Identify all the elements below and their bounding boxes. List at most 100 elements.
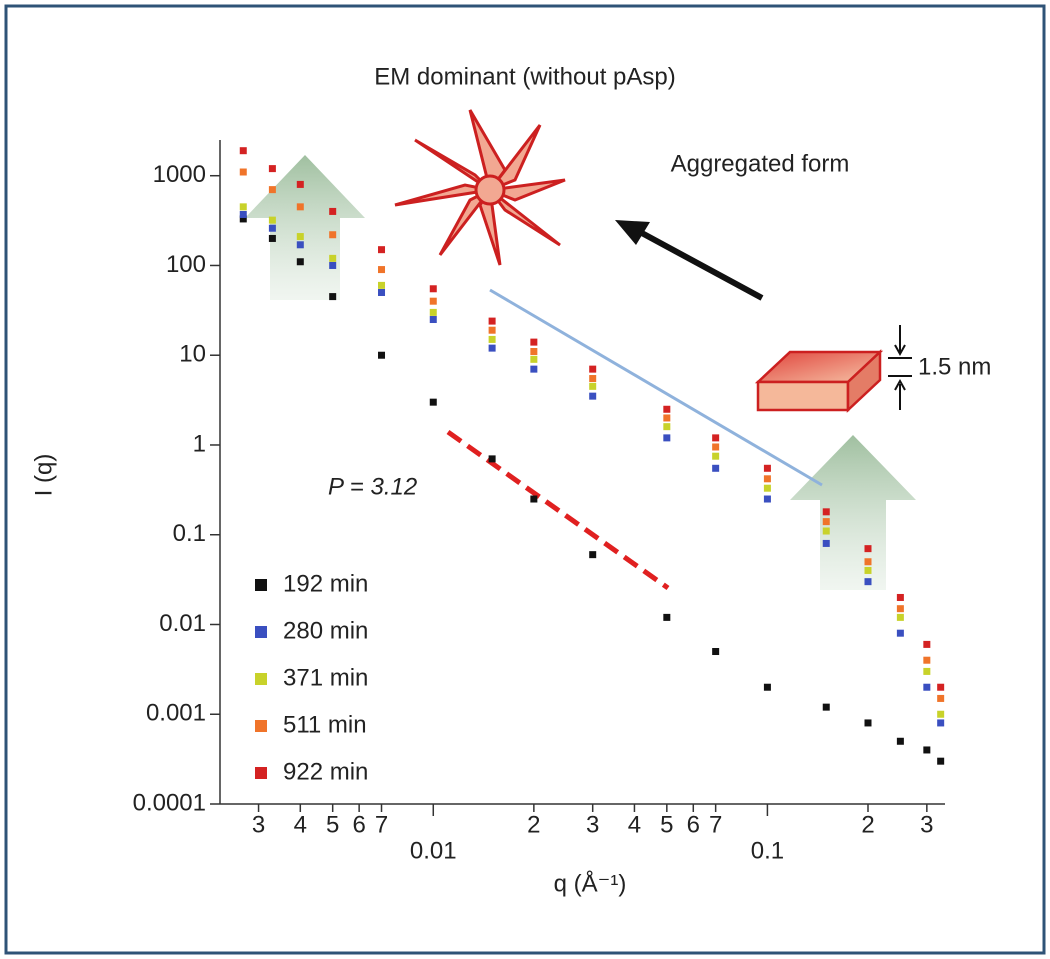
data-point bbox=[239, 168, 247, 176]
y-tick-label: 0.1 bbox=[173, 520, 206, 547]
data-point bbox=[822, 703, 830, 711]
data-point bbox=[429, 308, 437, 316]
data-point bbox=[488, 344, 496, 352]
x-tick-label: 3 bbox=[252, 811, 265, 838]
data-point bbox=[378, 266, 386, 274]
data-point bbox=[530, 355, 538, 363]
data-point bbox=[822, 518, 830, 526]
x-tick-label: 5 bbox=[660, 811, 673, 838]
data-point bbox=[896, 605, 904, 613]
x-tick-label: 0.01 bbox=[410, 837, 457, 864]
data-point bbox=[763, 495, 771, 503]
annotation: Aggregated form bbox=[671, 150, 850, 177]
x-tick-label: 6 bbox=[352, 811, 365, 838]
y-tick-label: 100 bbox=[166, 251, 206, 278]
x-tick-label: 2 bbox=[861, 811, 874, 838]
legend-label: 371 min bbox=[283, 664, 368, 691]
data-point bbox=[864, 545, 872, 553]
x-axis-label: q (Å⁻¹) bbox=[554, 869, 627, 897]
data-point bbox=[296, 241, 304, 249]
x-tick-label: 7 bbox=[709, 811, 722, 838]
data-point bbox=[763, 475, 771, 483]
x-tick-label: 4 bbox=[628, 811, 641, 838]
thickness-marker bbox=[888, 325, 912, 410]
data-point bbox=[663, 414, 671, 422]
data-point bbox=[378, 288, 386, 296]
x-tick-label: 3 bbox=[920, 811, 933, 838]
data-point bbox=[268, 216, 276, 224]
data-point bbox=[923, 640, 931, 648]
annotation: 1.5 nm bbox=[918, 353, 991, 380]
data-point bbox=[937, 694, 945, 702]
data-point bbox=[896, 593, 904, 601]
y-tick-label: 0.0001 bbox=[133, 789, 206, 816]
data-point bbox=[296, 258, 304, 266]
legend-label: 511 min bbox=[283, 711, 367, 738]
data-point bbox=[589, 392, 597, 400]
data-point bbox=[488, 455, 496, 463]
data-point bbox=[589, 365, 597, 373]
data-point bbox=[822, 508, 830, 516]
data-point bbox=[896, 613, 904, 621]
arrow-head bbox=[615, 220, 650, 245]
data-point bbox=[589, 551, 597, 559]
data-point bbox=[530, 348, 538, 356]
data-point bbox=[589, 375, 597, 383]
data-point bbox=[937, 719, 945, 727]
data-point bbox=[239, 147, 247, 155]
x-tick-label: 4 bbox=[294, 811, 307, 838]
data-point bbox=[329, 231, 337, 239]
data-point bbox=[663, 405, 671, 413]
data-point bbox=[268, 224, 276, 232]
x-tick-label: 3 bbox=[586, 811, 599, 838]
data-point bbox=[822, 527, 830, 535]
x-tick-label: 2 bbox=[527, 811, 540, 838]
platelet-icon bbox=[846, 349, 882, 413]
x-tick-label: 0.1 bbox=[751, 837, 784, 864]
annotation: P = 3.12 bbox=[328, 473, 417, 500]
legend-swatch bbox=[255, 579, 267, 591]
data-point bbox=[296, 203, 304, 211]
y-tick-label: 1000 bbox=[153, 161, 206, 188]
platelet-icon bbox=[756, 380, 850, 412]
y-tick-label: 10 bbox=[179, 341, 206, 368]
data-point bbox=[712, 648, 720, 656]
data-point bbox=[378, 281, 386, 289]
data-point bbox=[896, 737, 904, 745]
data-point bbox=[896, 629, 904, 637]
data-point bbox=[937, 710, 945, 718]
data-point bbox=[378, 351, 386, 359]
data-point bbox=[239, 210, 247, 218]
data-point bbox=[864, 578, 872, 586]
data-point bbox=[329, 293, 337, 301]
data-point bbox=[864, 558, 872, 566]
data-point bbox=[429, 316, 437, 324]
data-point bbox=[763, 484, 771, 492]
slope-guide bbox=[489, 288, 823, 487]
data-point bbox=[239, 203, 247, 211]
data-point bbox=[268, 165, 276, 173]
data-point bbox=[763, 683, 771, 691]
data-point bbox=[937, 757, 945, 765]
x-tick-label: 6 bbox=[687, 811, 700, 838]
data-point bbox=[923, 746, 931, 754]
legend-label: 192 min bbox=[283, 570, 368, 597]
y-tick-label: 1 bbox=[193, 430, 206, 457]
data-point bbox=[429, 285, 437, 293]
data-point bbox=[712, 464, 720, 472]
data-point bbox=[923, 667, 931, 675]
data-point bbox=[822, 539, 830, 547]
arrow bbox=[638, 229, 764, 301]
chart-title: EM dominant (without pAsp) bbox=[374, 63, 675, 90]
data-point bbox=[937, 683, 945, 691]
data-point bbox=[378, 246, 386, 254]
legend-swatch bbox=[255, 767, 267, 779]
data-point bbox=[329, 254, 337, 262]
power-law-fit bbox=[446, 429, 670, 591]
data-point bbox=[763, 464, 771, 472]
data-point bbox=[712, 443, 720, 451]
data-point bbox=[589, 382, 597, 390]
data-point bbox=[864, 719, 872, 727]
data-point bbox=[712, 452, 720, 460]
